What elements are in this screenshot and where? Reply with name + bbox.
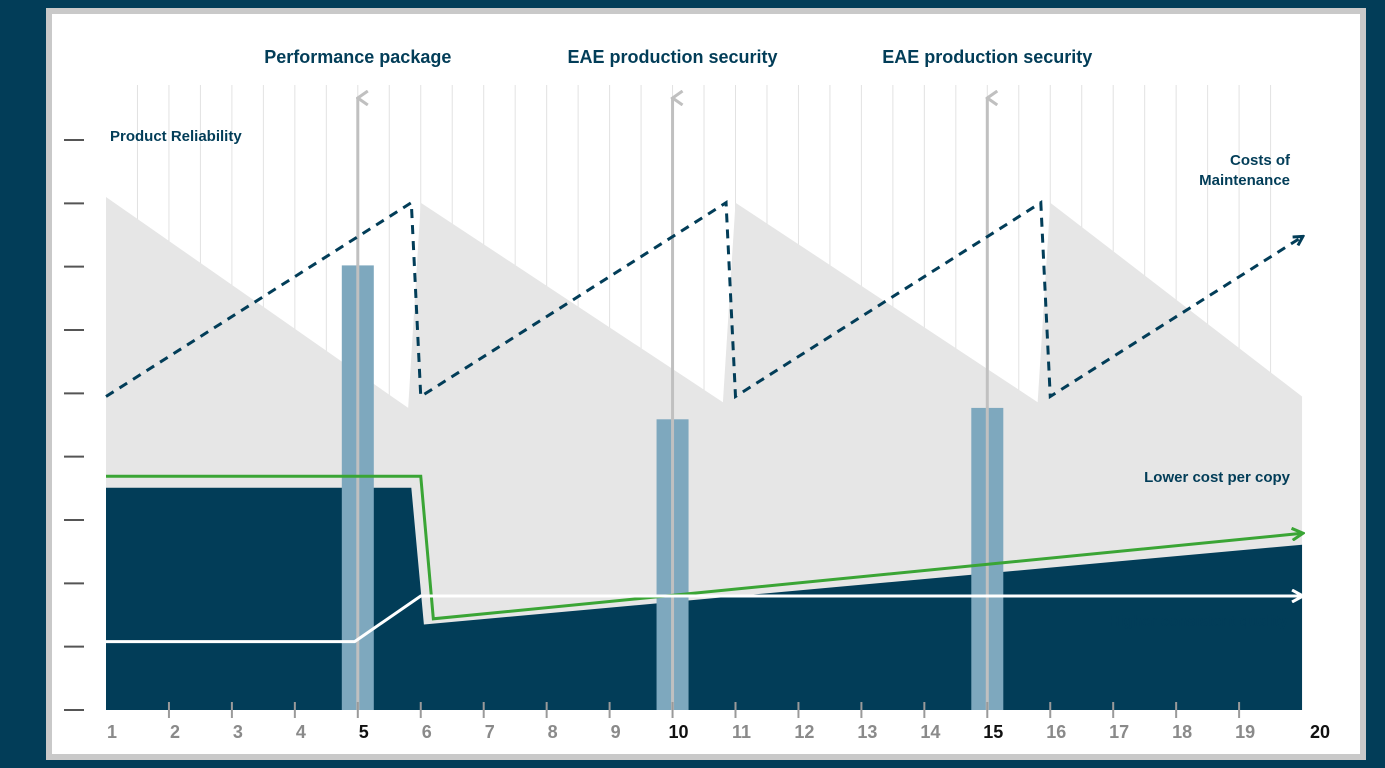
event-label: Performance package: [264, 47, 451, 67]
x-tick-label: 14: [920, 722, 940, 742]
series-label: Lower cost per copy: [1144, 469, 1291, 486]
x-tick-label: 4: [296, 722, 306, 742]
x-tick-label: 8: [548, 722, 558, 742]
x-tick-label: 18: [1172, 722, 1192, 742]
event-layer: [341, 98, 1004, 710]
event-label: EAE production security: [568, 47, 778, 67]
x-tick-label: 5: [359, 722, 369, 742]
series-label: Product Reliability: [110, 128, 242, 145]
x-tick-label: 2: [170, 722, 180, 742]
x-tick-label: 10: [669, 722, 689, 742]
x-tick-label: 9: [611, 722, 621, 742]
series-label: Higher consistent quality: [1109, 613, 1289, 630]
series-label: Costs of Maintenance: [1199, 152, 1291, 189]
axis-layer: 1 2 3 4 5 6 7 8 9 10 11 12 13 14 15 16 17 18 19 20: [64, 139, 1330, 742]
series-label-line: Costs of: [1230, 152, 1291, 169]
series-label-line: Maintenance: [1199, 172, 1290, 189]
label-layer: Performance package EAE production securi…: [110, 47, 1291, 630]
higher-consistent-quality-line: [106, 596, 1302, 644]
x-tick-label: 11: [732, 722, 751, 742]
lower-cost-per-copy-line: [106, 474, 1302, 621]
x-tick-label: 12: [794, 722, 814, 742]
x-tick-label: 20: [1310, 722, 1330, 742]
x-tick-label: 19: [1235, 722, 1255, 742]
x-tick-label: 16: [1046, 722, 1066, 742]
x-tick-label: 15: [983, 722, 1003, 742]
event-label: EAE production security: [882, 47, 1092, 67]
x-tick-label: 6: [422, 722, 432, 742]
x-tick-label: 17: [1109, 722, 1129, 742]
x-tick-label: 3: [233, 722, 243, 742]
line-layer: [105, 200, 1302, 644]
costs-of-maintenance-line: [105, 200, 1302, 400]
x-tick-label: 13: [857, 722, 877, 742]
x-tick-label: 1: [107, 722, 117, 742]
x-tick-label: 7: [485, 722, 495, 742]
